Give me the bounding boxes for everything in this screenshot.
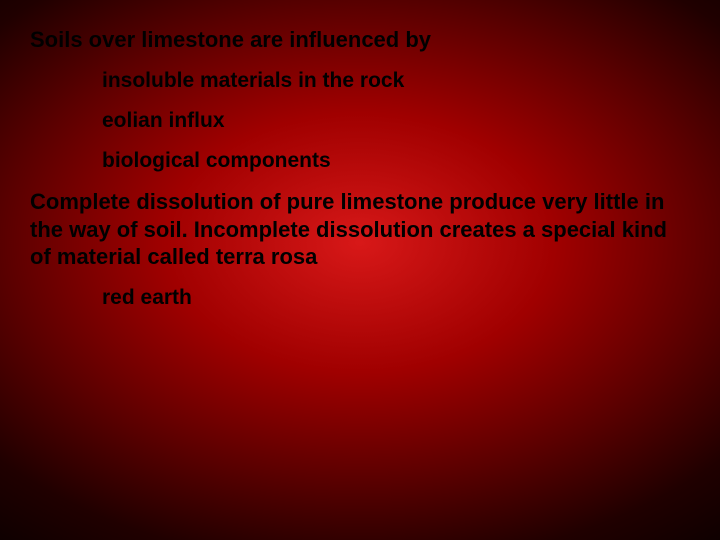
bullet-1-1: insoluble materials in the rock	[102, 68, 690, 94]
bullet-1-2: eolian influx	[102, 108, 690, 134]
bullet-1-3: biological components	[102, 148, 690, 174]
bullet-2-1: red earth	[102, 285, 690, 311]
slide: Soils over limestone are influenced by i…	[0, 0, 720, 540]
paragraph-1: Complete dissolution of pure limestone p…	[30, 188, 690, 271]
heading-1: Soils over limestone are influenced by	[30, 26, 690, 54]
